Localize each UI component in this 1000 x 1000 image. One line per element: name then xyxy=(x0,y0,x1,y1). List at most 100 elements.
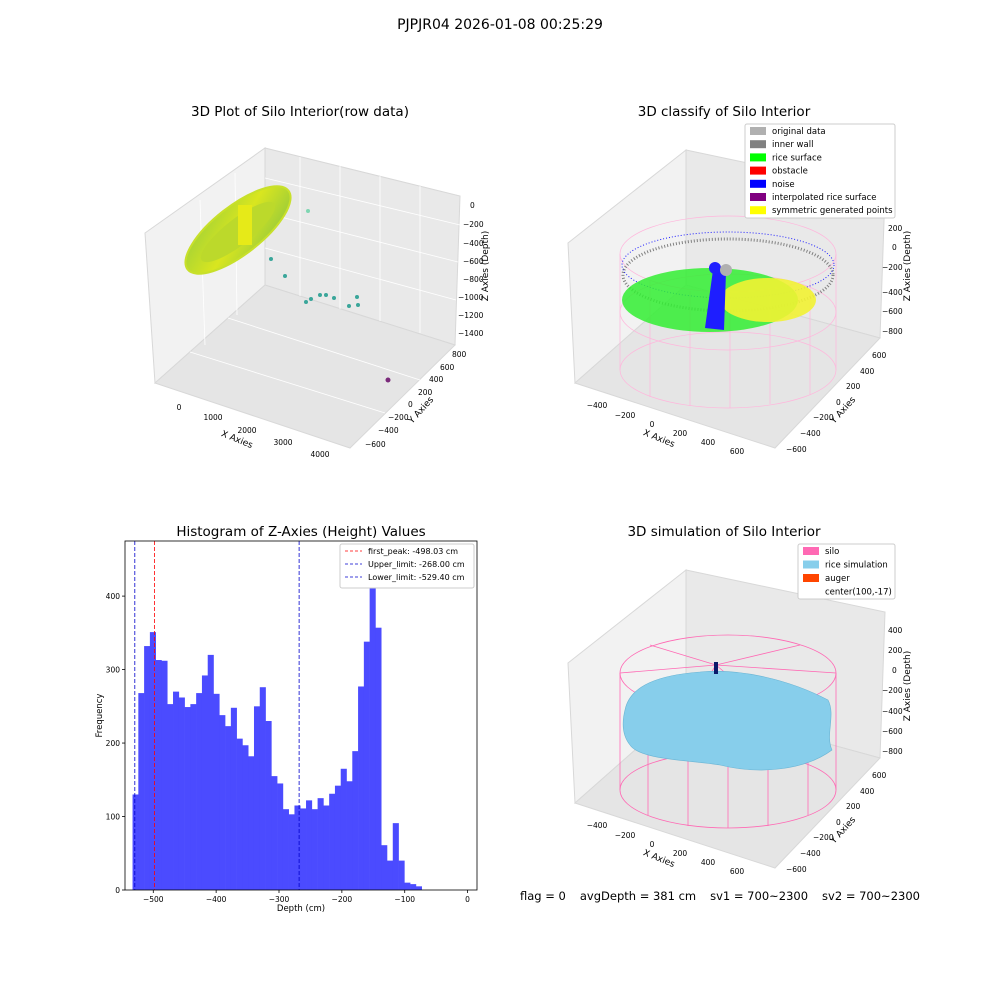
simulation-z-label: Z Axies (Depth) xyxy=(903,651,913,722)
raw-floor-pane xyxy=(154,284,456,449)
svg-text:0: 0 xyxy=(836,818,841,827)
footer-sv1: sv1 = 700~2300 xyxy=(710,889,809,903)
svg-text:−400: −400 xyxy=(463,239,484,248)
classify-legend-item-swatch xyxy=(750,179,766,188)
histogram-y-tick-label: 400 xyxy=(106,592,121,601)
svg-text:−400: −400 xyxy=(378,426,399,435)
raw-panel-title: 3D Plot of Silo Interior(row data) xyxy=(191,104,409,120)
svg-text:0: 0 xyxy=(650,420,655,429)
histogram-bar xyxy=(358,686,365,890)
raw-x-ticks: 0 1000 2000 3000 4000 xyxy=(177,403,330,459)
histogram-bar xyxy=(404,882,411,890)
svg-text:−200: −200 xyxy=(615,411,636,420)
classify-legend-item-label: inner wall xyxy=(772,140,813,150)
raw-z-label: Z Axies (Depth) xyxy=(481,231,491,302)
classify-legend-item-swatch xyxy=(750,193,766,201)
simulation-legend-item-label: rice simulation xyxy=(825,561,888,571)
histogram-title: Histogram of Z-Axies (Height) Values xyxy=(176,524,425,540)
histogram-x-tick-label: −400 xyxy=(206,895,227,904)
histogram-x-tick-label: 0 xyxy=(465,895,470,904)
svg-text:0: 0 xyxy=(177,403,182,412)
svg-text:200: 200 xyxy=(888,646,903,655)
histogram-bar xyxy=(138,693,145,890)
histogram-bar xyxy=(381,845,388,890)
simulation-x-label: X Axies xyxy=(641,848,676,870)
histogram-bar xyxy=(167,704,174,890)
classify-y-ticks: 600 400 200 0 −200 −400 −600 xyxy=(786,351,887,454)
histogram-bar xyxy=(392,823,399,890)
svg-text:−800: −800 xyxy=(882,747,903,756)
svg-text:−400: −400 xyxy=(882,707,903,716)
svg-text:4000: 4000 xyxy=(310,450,329,459)
histogram-frame xyxy=(124,540,478,891)
histogram-x-tick-label: −100 xyxy=(394,895,415,904)
svg-text:−200: −200 xyxy=(882,686,903,695)
classify-symmetric-points xyxy=(720,278,816,322)
histogram-panel: Histogram of Z-Axies (Height) Values −500… xyxy=(95,524,478,914)
svg-text:−600: −600 xyxy=(882,727,903,736)
raw-grid xyxy=(189,157,461,414)
svg-text:−400: −400 xyxy=(587,401,608,410)
simulation-3d-panel: 3D simulation of Silo Interior −400 −200… xyxy=(567,524,913,876)
svg-text:−600: −600 xyxy=(882,307,903,316)
histogram-bar xyxy=(248,756,255,890)
simulation-rice-surface xyxy=(622,670,833,771)
classify-legend-item-label: original data xyxy=(772,127,826,137)
histogram-bar xyxy=(282,809,289,890)
histogram-legend-label: first_peak: -498.03 cm xyxy=(368,547,458,556)
histogram-bar xyxy=(334,785,342,890)
svg-text:−600: −600 xyxy=(463,257,484,266)
classify-y-label: Y Axies xyxy=(828,395,858,427)
histogram-bar xyxy=(288,814,295,890)
classify-panel-title: 3D classify of Silo Interior xyxy=(638,104,811,120)
histogram-legend-label: Lower_limit: -529.40 cm xyxy=(368,573,465,582)
histogram-bar xyxy=(369,557,376,890)
svg-text:0: 0 xyxy=(408,400,413,409)
histogram-y-tick-label: 0 xyxy=(115,886,120,895)
histogram-bar xyxy=(213,693,220,890)
histogram-x-tick-label: −500 xyxy=(143,895,164,904)
histogram-bar xyxy=(300,808,307,890)
svg-text:600: 600 xyxy=(730,447,745,456)
histogram-x-tick-label: −200 xyxy=(332,895,353,904)
svg-text:200: 200 xyxy=(673,429,688,438)
simulation-legend-item-swatch xyxy=(803,547,819,555)
footer-flag: flag = 0 xyxy=(520,889,566,903)
classify-z-ticks: 200 0 −200 −400 −600 −800 xyxy=(882,224,903,336)
svg-text:600: 600 xyxy=(730,867,745,876)
histogram-legend-box xyxy=(339,543,475,589)
histogram-bar xyxy=(207,654,214,890)
histogram-bar xyxy=(161,660,168,890)
histogram-x-label: Depth (cm) xyxy=(277,904,325,914)
simulation-legend-box xyxy=(797,543,896,600)
histogram-bar xyxy=(132,794,139,890)
svg-text:−1400: −1400 xyxy=(458,329,484,338)
histogram-bar xyxy=(230,707,237,890)
svg-text:200: 200 xyxy=(888,224,903,233)
svg-text:0: 0 xyxy=(650,840,655,849)
histogram-bar xyxy=(317,798,324,890)
svg-text:400: 400 xyxy=(888,626,903,635)
classify-x-label: X Axies xyxy=(641,428,676,450)
classify-x-ticks: −400 −200 0 200 400 600 xyxy=(587,401,745,456)
histogram-bar xyxy=(346,781,353,890)
histogram-bar xyxy=(329,793,336,890)
histogram-bar xyxy=(190,704,197,890)
histogram-bar xyxy=(178,697,185,890)
simulation-legend-item-swatch xyxy=(803,560,819,569)
svg-text:−600: −600 xyxy=(365,440,386,449)
svg-text:−400: −400 xyxy=(882,288,903,297)
svg-text:−600: −600 xyxy=(786,865,807,874)
raw-y-ticks: 800 600 400 200 0 −200 −400 −600 xyxy=(365,350,467,449)
svg-text:−800: −800 xyxy=(463,275,484,284)
histogram-bar xyxy=(415,886,422,890)
svg-text:−400: −400 xyxy=(800,849,821,858)
histogram-bar xyxy=(375,627,382,890)
svg-text:600: 600 xyxy=(872,771,887,780)
classify-3d-panel: 3D classify of Silo Interior −400 −200 0… xyxy=(567,104,913,456)
raw-z-ticks: 0 −200 −400 −600 −800 −1000 −1200 −1400 xyxy=(458,201,484,338)
svg-text:−200: −200 xyxy=(813,833,834,842)
simulation-legend: silo rice simulation auger center(100,-17) xyxy=(803,547,892,598)
svg-text:200: 200 xyxy=(673,849,688,858)
footer-avg-depth: avgDepth = 381 cm xyxy=(579,889,697,903)
